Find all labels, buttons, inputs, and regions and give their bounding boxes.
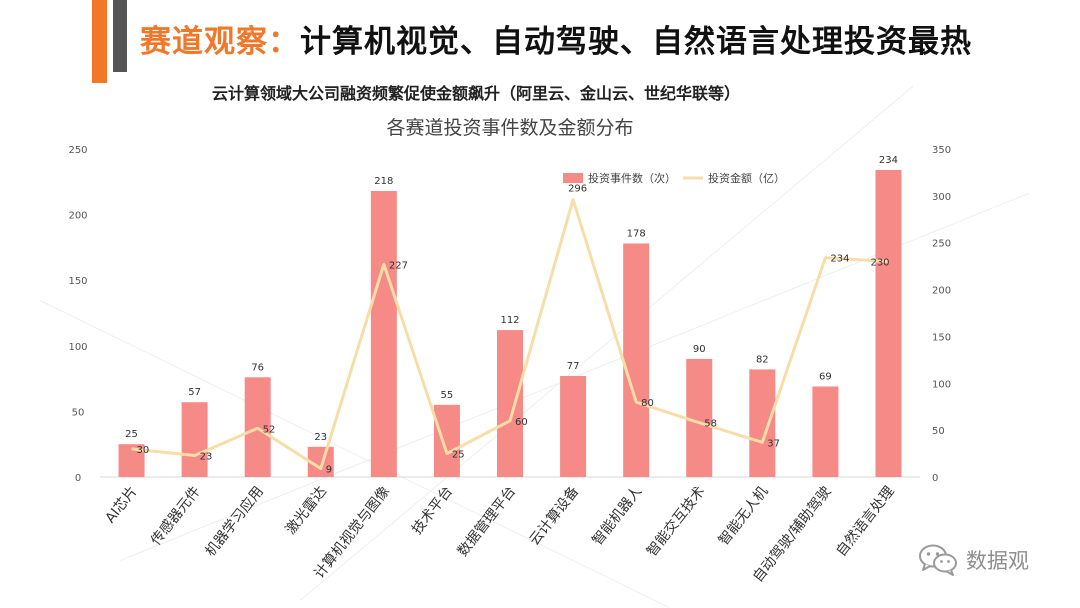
watermark: 数据观 (918, 540, 1029, 580)
y-right-tick-label: 0 (932, 473, 938, 484)
bar-value-label: 55 (441, 390, 454, 401)
bar (370, 190, 397, 477)
bar (749, 369, 776, 477)
bar-value-label: 23 (314, 432, 327, 443)
y-right-tick-label: 100 (932, 379, 951, 390)
bar (812, 386, 839, 477)
x-category-label: 激光雷达 (282, 483, 330, 538)
line-value-label: 9 (326, 465, 332, 476)
line-value-label: 58 (704, 419, 717, 430)
bar (875, 169, 902, 477)
x-category-label: 智能交互技术 (643, 483, 708, 560)
watermark-text: 数据观 (966, 549, 1029, 573)
bar-value-label: 82 (756, 354, 769, 365)
bar-value-label: 90 (693, 344, 706, 355)
chart-title: 各赛道投资事件数及金额分布 (386, 117, 633, 139)
bar (560, 375, 587, 477)
line-value-label: 227 (389, 260, 408, 271)
x-category-label: AI芯片 (102, 484, 140, 527)
y-left-tick-label: 0 (75, 473, 81, 484)
y-right-tick-label: 200 (932, 286, 951, 297)
bar (686, 358, 713, 477)
bar-value-label: 112 (500, 315, 519, 326)
y-left-tick-label: 50 (72, 407, 85, 418)
slide-title-rest: 计算机视觉、自动驾驶、自然语言处理投资最热 (300, 24, 972, 60)
line-value-label: 80 (641, 398, 654, 409)
x-category-label: 云计算设备 (526, 483, 582, 549)
x-category-label: 技术平台 (409, 484, 456, 538)
bar-value-label: 76 (251, 362, 264, 373)
bar-value-label: 218 (374, 176, 393, 187)
legend-line-label: 投资金额（亿） (708, 171, 785, 185)
line-value-label: 30 (137, 445, 150, 456)
slide-subtitle: 云计算领域大公司融资频繁促使金额飙升（阿里云、金山云、世纪华联等） (212, 84, 741, 103)
line-value-label: 23 (200, 451, 213, 462)
line-value-label: 60 (515, 417, 528, 428)
x-category-label: 数据管理平台 (455, 484, 519, 560)
y-right-tick-label: 350 (932, 145, 951, 156)
x-category-label: 自然语言处理 (833, 483, 898, 560)
y-right-tick-label: 50 (932, 426, 945, 437)
bar (433, 404, 460, 477)
bar (623, 243, 650, 477)
y-left-tick-label: 150 (68, 276, 87, 287)
bar-value-label: 178 (627, 228, 646, 239)
line-value-label: 37 (767, 438, 780, 449)
line-series (131, 198, 889, 471)
accent-bar-orange (92, 0, 107, 83)
y-left-tick-label: 200 (68, 211, 87, 222)
x-category-label: 机器学习应用 (202, 483, 267, 560)
slide-title: 赛道观察：计算机视觉、自动驾驶、自然语言处理投资最热 (140, 14, 972, 70)
y-left-tick-label: 100 (68, 342, 87, 353)
x-category-label: 智能无人机 (716, 484, 772, 549)
y-right-tick-label: 300 (932, 192, 951, 203)
line-value-label: 296 (568, 184, 587, 195)
line-value-label: 25 (452, 450, 465, 461)
bar-value-label: 25 (125, 429, 138, 440)
bar (181, 402, 208, 477)
investment-chart: 各赛道投资事件数及金额分布 0 50 100 150 200 250 0 50 100 150 200… (68, 117, 951, 585)
y-right-tick-label: 150 (932, 332, 951, 343)
bar-value-label: 77 (567, 361, 580, 372)
x-category-label: 智能机器人 (590, 484, 646, 549)
y-left-tick-label: 250 (68, 145, 87, 156)
wechat-icon (919, 544, 957, 576)
legend-bar-swatch (563, 173, 583, 183)
line-value-label: 52 (263, 424, 276, 435)
line-value-label: 230 (870, 257, 889, 268)
bar-value-label: 57 (188, 387, 201, 398)
x-category-label: 传感器元件 (147, 483, 203, 549)
bar-value-label: 234 (879, 155, 898, 166)
bar (497, 330, 523, 477)
y-right-tick-label: 250 (932, 239, 951, 250)
line-value-label: 234 (830, 254, 849, 265)
accent-bar-gray (113, 0, 127, 72)
legend-bar-label: 投资事件数（次） (588, 171, 676, 185)
slide-title-highlight: 赛道观察： (140, 24, 300, 60)
bar-value-label: 69 (819, 371, 832, 382)
